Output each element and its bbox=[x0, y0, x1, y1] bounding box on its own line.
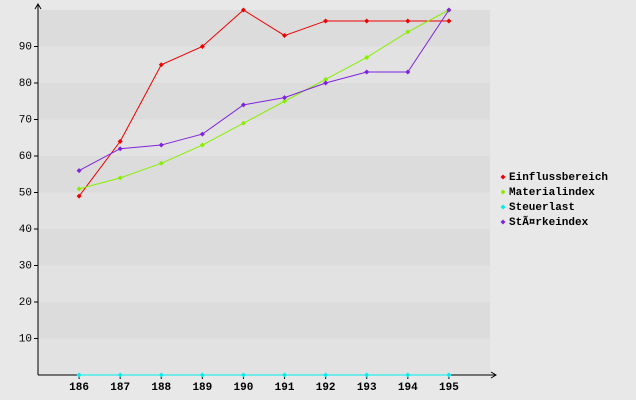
data-point bbox=[405, 372, 411, 378]
y-tick-label: 40 bbox=[19, 224, 32, 236]
x-tick-label: 191 bbox=[275, 382, 295, 394]
data-point bbox=[240, 7, 246, 13]
data-point bbox=[282, 372, 288, 378]
grid-band bbox=[38, 192, 490, 229]
grid-band bbox=[38, 156, 490, 193]
data-point bbox=[117, 138, 123, 144]
data-point bbox=[117, 146, 123, 152]
data-point bbox=[446, 372, 452, 378]
data-point bbox=[240, 102, 246, 108]
data-point bbox=[364, 18, 370, 24]
y-tick-label: 80 bbox=[19, 78, 32, 90]
data-point bbox=[446, 18, 452, 24]
legend-label: Materialindex bbox=[509, 187, 595, 199]
data-point bbox=[405, 29, 411, 35]
data-point bbox=[158, 142, 164, 148]
data-point bbox=[199, 142, 205, 148]
data-point bbox=[199, 44, 205, 49]
data-point bbox=[282, 33, 288, 39]
grid-band bbox=[38, 10, 490, 47]
legend-marker bbox=[500, 204, 506, 210]
legend-label: StÃ¤rkeindex bbox=[509, 215, 589, 229]
grid-band bbox=[38, 338, 490, 375]
y-tick-label: 60 bbox=[19, 151, 32, 163]
data-point bbox=[323, 76, 329, 82]
data-point bbox=[446, 7, 452, 13]
data-point bbox=[323, 18, 329, 24]
data-point bbox=[76, 168, 82, 174]
series-line bbox=[78, 9, 450, 190]
legend-marker bbox=[500, 174, 506, 180]
x-tick-label: 189 bbox=[192, 382, 212, 394]
data-point bbox=[158, 62, 164, 68]
series-line bbox=[78, 9, 450, 172]
y-tick-label: 50 bbox=[19, 187, 32, 199]
legend-marker bbox=[500, 189, 506, 195]
y-tick-label: 30 bbox=[19, 260, 32, 272]
x-tick-label: 193 bbox=[357, 382, 377, 394]
y-tick-label: 90 bbox=[19, 41, 32, 53]
data-point bbox=[199, 131, 205, 137]
data-point bbox=[364, 372, 370, 378]
data-point bbox=[364, 69, 370, 75]
data-point bbox=[117, 372, 123, 378]
data-point bbox=[117, 175, 123, 181]
data-point bbox=[405, 69, 411, 75]
data-point bbox=[199, 372, 205, 378]
x-axis-arrow bbox=[490, 371, 497, 379]
data-point bbox=[76, 193, 82, 199]
data-point bbox=[240, 372, 246, 378]
x-tick-label: 194 bbox=[398, 382, 418, 394]
x-tick-label: 186 bbox=[69, 382, 89, 394]
data-point bbox=[282, 98, 288, 104]
y-tick-label: 20 bbox=[19, 297, 32, 309]
y-tick-label: 10 bbox=[19, 333, 32, 345]
y-tick-label: 70 bbox=[19, 114, 32, 126]
grid-band bbox=[38, 265, 490, 302]
x-tick-label: 195 bbox=[439, 382, 459, 394]
legend-label: Steuerlast bbox=[509, 202, 575, 214]
y-axis-arrow bbox=[34, 3, 42, 10]
data-point bbox=[323, 80, 329, 86]
data-point bbox=[76, 186, 82, 192]
x-tick-label: 187 bbox=[110, 382, 130, 394]
legend-marker bbox=[500, 219, 506, 225]
data-point bbox=[364, 54, 370, 60]
grid-band bbox=[38, 302, 490, 339]
grid-band bbox=[38, 119, 490, 156]
x-tick-label: 192 bbox=[316, 382, 336, 394]
data-point bbox=[405, 18, 411, 24]
x-tick-label: 190 bbox=[234, 382, 254, 394]
data-point bbox=[158, 160, 164, 166]
x-tick-label: 188 bbox=[151, 382, 171, 394]
data-point bbox=[282, 95, 288, 101]
data-point bbox=[323, 372, 329, 378]
grid-band bbox=[38, 46, 490, 83]
series-line bbox=[78, 9, 449, 197]
legend-label: Einflussbereich bbox=[509, 172, 608, 184]
data-point bbox=[240, 120, 246, 126]
data-point bbox=[158, 372, 164, 378]
grid-band bbox=[38, 229, 490, 266]
data-point bbox=[76, 372, 82, 378]
